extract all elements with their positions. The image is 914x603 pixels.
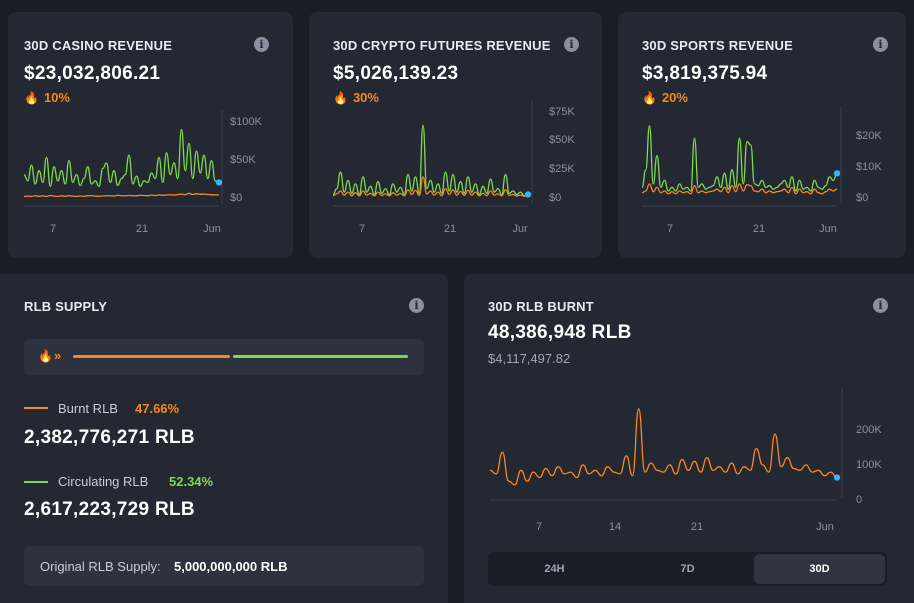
sports-growth: 🔥 20% <box>642 90 688 105</box>
casino-info-icon[interactable]: i <box>254 37 269 52</box>
crypto-info-icon[interactable]: i <box>564 37 579 52</box>
casino-chart: $100K $50K $0 7 21 Jun <box>23 110 262 235</box>
burnt-legend-line <box>24 407 48 409</box>
circulating-value: 2,617,223,729 RLB <box>24 499 195 520</box>
crypto-title: 30D CRYPTO FUTURES REVENUE <box>333 38 551 53</box>
casino-series-line-1 <box>23 192 220 198</box>
supply-title: RLB SUPPLY <box>24 299 108 314</box>
chevrons-icon: » <box>54 348 62 363</box>
original-value: 5,000,000,000 RLB <box>174 559 288 574</box>
circulating-legend-line <box>24 481 48 483</box>
burnt-pct: 47.66% <box>135 401 180 416</box>
burnt-chart-title: 30D RLB BURNT <box>488 299 594 314</box>
circulating-label: Circulating RLB <box>58 474 149 489</box>
sports-series-line-0 <box>641 125 838 192</box>
circulating-bar <box>233 355 408 358</box>
circulating-pct: 52.34% <box>169 474 214 489</box>
sports-revenue-card: 30D SPORTS REVENUE i $3,819,375.94 🔥 20% … <box>618 12 906 258</box>
crypto-y-tick: $0 <box>549 192 561 204</box>
burnt-total-value: 48,386,948 RLB <box>488 322 632 343</box>
casino-y-tick: $0 <box>230 192 242 204</box>
casino-x-tick: 21 <box>136 223 148 235</box>
burnt-value: 2,382,776,271 RLB <box>24 427 195 448</box>
casino-revenue-card: 30D CASINO REVENUE i $23,032,806.21 🔥 10%… <box>8 12 293 258</box>
crypto-series-line-1 <box>332 176 529 197</box>
sports-y-tick: $0 <box>856 192 868 204</box>
crypto-y-tick: $25K <box>549 163 575 175</box>
casino-growth-value: 10% <box>43 90 70 105</box>
crypto-x-tick: 21 <box>444 223 456 235</box>
burnt-usd-value: $4,117,497.82 <box>488 351 571 366</box>
sports-value: $3,819,375.94 <box>642 63 768 84</box>
burnt-bar <box>73 355 230 358</box>
sports-y-tick: $20K <box>856 130 882 142</box>
flame-icon: 🔥 <box>642 91 657 105</box>
flame-icon: 🔥 <box>24 91 39 105</box>
crypto-chart: $75K $50K $25K $0 7 21 Jur <box>332 100 575 235</box>
casino-y-tick: $50K <box>230 154 256 166</box>
tab-30d[interactable]: 30D <box>754 554 885 584</box>
sports-current-point <box>833 170 841 177</box>
casino-title: 30D CASINO REVENUE <box>24 38 173 53</box>
sports-x-tick: 21 <box>753 223 765 235</box>
sports-info-icon[interactable]: i <box>873 37 888 52</box>
sports-title: 30D SPORTS REVENUE <box>642 38 793 53</box>
crypto-growth: 🔥 30% <box>333 90 379 105</box>
tab-7d[interactable]: 7D <box>680 563 695 575</box>
supply-progress: 🔥 » <box>24 339 424 375</box>
sports-chart: $20K $10K $0 7 21 Jun <box>641 107 882 235</box>
casino-current-point <box>215 179 223 186</box>
original-label: Original RLB Supply: <box>40 559 161 574</box>
crypto-value: $5,026,139.23 <box>333 63 459 84</box>
sports-series-line-1 <box>641 183 838 195</box>
sports-growth-value: 20% <box>661 90 688 105</box>
timeframe-tabs: 24H 7D 30D <box>488 552 887 586</box>
casino-growth: 🔥 10% <box>24 90 70 105</box>
flame-icon: 🔥 <box>38 349 53 363</box>
crypto-growth-value: 30% <box>352 90 379 105</box>
casino-y-tick: $100K <box>230 116 262 128</box>
tab-24h[interactable]: 24H <box>544 563 565 575</box>
sports-x-tick: 7 <box>667 223 673 235</box>
crypto-x-tick: 7 <box>359 223 365 235</box>
crypto-y-tick: $50K <box>549 134 575 146</box>
sports-y-tick: $10K <box>856 161 882 173</box>
casino-x-tick: 7 <box>50 223 56 235</box>
original-supply: Original RLB Supply: 5,000,000,000 RLB <box>24 546 424 586</box>
burnt-label: Burnt RLB <box>58 401 118 416</box>
crypto-y-tick: $75K <box>549 106 575 118</box>
casino-series-line-0 <box>23 128 220 187</box>
crypto-series-line-0 <box>332 124 529 197</box>
casino-value: $23,032,806.21 <box>24 63 161 84</box>
crypto-revenue-card: 30D CRYPTO FUTURES REVENUE i $5,026,139.… <box>309 12 602 258</box>
sports-x-tick: Jun <box>819 223 837 235</box>
burnt-info-icon[interactable]: i <box>873 298 888 313</box>
casino-x-tick: Jun <box>203 223 221 235</box>
crypto-x-tick: Jur <box>512 223 528 235</box>
supply-info-icon[interactable]: i <box>409 298 424 313</box>
flame-icon: 🔥 <box>333 91 348 105</box>
crypto-current-point <box>524 191 532 198</box>
